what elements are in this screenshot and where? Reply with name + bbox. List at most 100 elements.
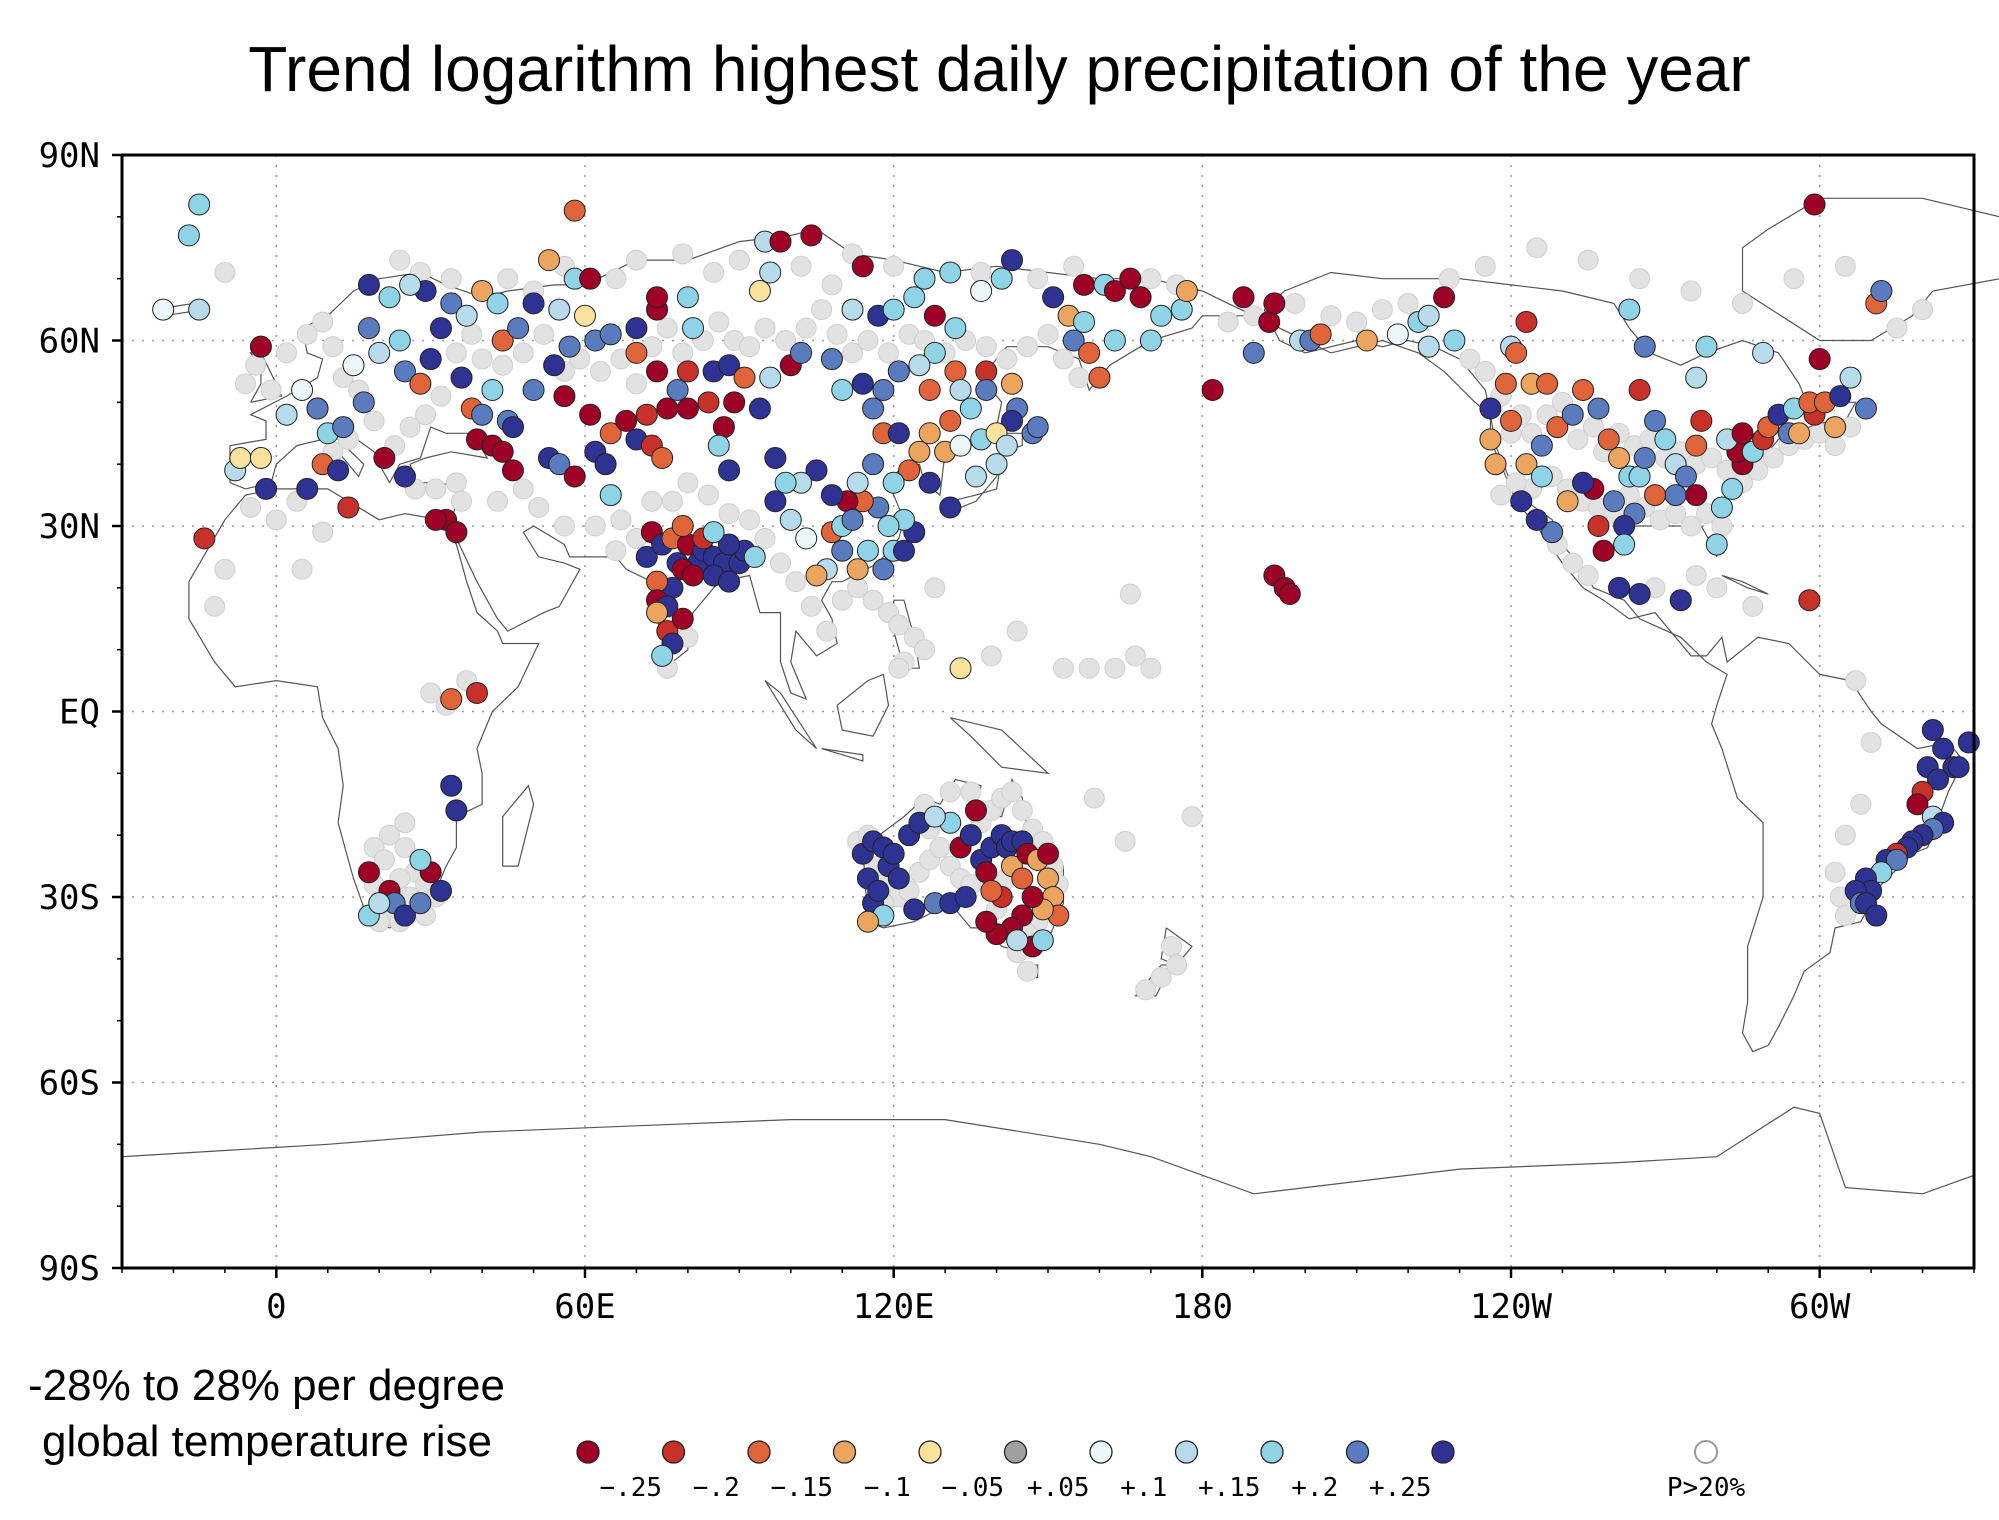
x-tick-label-0: 0 xyxy=(266,1287,286,1327)
station-marker-168 xyxy=(985,453,1008,476)
station-insignificant-85 xyxy=(1680,280,1702,302)
station-marker-209 xyxy=(1500,409,1522,432)
legend-label-6: +.1 xyxy=(1120,1473,1167,1503)
station-insignificant-15 xyxy=(415,404,437,426)
map-title: Trend logarithm highest daily precipitat… xyxy=(248,33,1751,105)
station-insignificant-78 xyxy=(1371,299,1393,321)
station-marker-373 xyxy=(975,910,998,933)
station-marker-387 xyxy=(1906,793,1929,816)
station-marker-277 xyxy=(1798,589,1821,612)
y-tick-label-2: 30N xyxy=(39,507,100,547)
station-marker-266 xyxy=(1829,385,1852,408)
station-insignificant-16 xyxy=(430,385,452,407)
station-marker-44 xyxy=(625,317,648,340)
station-marker-216 xyxy=(1572,378,1595,401)
station-insignificant-62 xyxy=(703,261,725,283)
station-marker-182 xyxy=(1062,329,1085,352)
station-marker-14 xyxy=(291,378,314,401)
station-marker-146 xyxy=(846,558,869,581)
station-marker-408 xyxy=(255,477,278,500)
station-marker-53 xyxy=(501,459,524,482)
station-marker-40 xyxy=(574,304,596,327)
station-marker-187 xyxy=(1170,298,1193,321)
station-insignificant-89 xyxy=(1886,317,1908,339)
station-marker-141 xyxy=(764,490,787,513)
station-insignificant-50 xyxy=(1037,323,1059,345)
station-insignificant-180 xyxy=(888,614,910,636)
station-marker-19 xyxy=(368,341,391,364)
station-marker-87 xyxy=(723,391,746,414)
legend-label-1: −.2 xyxy=(693,1473,740,1503)
station-insignificant-168 xyxy=(697,484,719,506)
station-marker-64 xyxy=(594,453,617,476)
station-marker-190 xyxy=(1242,341,1265,364)
station-insignificant-146 xyxy=(1834,905,1856,927)
station-marker-226 xyxy=(1674,465,1697,488)
station-marker-145 xyxy=(831,539,854,562)
station-insignificant-171 xyxy=(754,527,776,549)
station-marker-237 xyxy=(1541,521,1564,544)
station-marker-196 xyxy=(1309,323,1332,346)
station-insignificant-108 xyxy=(1701,447,1723,469)
station-marker-229 xyxy=(1664,484,1687,507)
station-insignificant-48 xyxy=(996,348,1018,370)
legend-swatch-6 xyxy=(1089,1440,1113,1464)
station-insignificant-83 xyxy=(1577,249,1599,271)
station-marker-244 xyxy=(1592,539,1615,562)
station-marker-198 xyxy=(1386,323,1409,346)
station-insignificant-253 xyxy=(1181,806,1203,828)
station-insignificant-38 xyxy=(811,299,833,321)
station-insignificant-191 xyxy=(1140,657,1162,679)
station-insignificant-32 xyxy=(708,311,730,333)
station-marker-268 xyxy=(1839,366,1862,389)
station-insignificant-204 xyxy=(394,837,416,859)
station-marker-217 xyxy=(1587,397,1610,420)
station-insignificant-169 xyxy=(718,503,740,525)
station-marker-39 xyxy=(563,199,586,222)
station-insignificant-67 xyxy=(883,255,905,277)
station-insignificant-75 xyxy=(1284,292,1306,314)
station-marker-43 xyxy=(599,323,622,346)
station-insignificant-30 xyxy=(672,342,694,364)
station-insignificant-19 xyxy=(471,348,493,370)
station-marker-287 xyxy=(440,774,463,797)
station-insignificant-55 xyxy=(440,268,462,290)
station-marker-65 xyxy=(599,484,622,507)
station-marker-13 xyxy=(275,403,298,426)
station-marker-365 xyxy=(1037,867,1059,890)
station-marker-186 xyxy=(1150,304,1173,327)
station-marker-119 xyxy=(887,360,910,383)
station-marker-276 xyxy=(1685,484,1708,507)
station-marker-269 xyxy=(1854,397,1877,420)
station-insignificant-29 xyxy=(656,317,678,339)
station-marker-330 xyxy=(671,515,694,537)
station-marker-123 xyxy=(820,348,843,371)
station-marker-239 xyxy=(1510,490,1533,513)
station-insignificant-7 xyxy=(322,336,344,358)
station-marker-95 xyxy=(748,280,771,303)
station-marker-197 xyxy=(1355,329,1378,352)
station-marker-148 xyxy=(872,558,895,581)
station-insignificant-240 xyxy=(1016,960,1038,982)
station-insignificant-156 xyxy=(451,490,473,512)
station-marker-143 xyxy=(795,527,818,550)
station-marker-228 xyxy=(1690,409,1713,432)
legend-swatch-10 xyxy=(1431,1440,1455,1464)
legend-swatch-3 xyxy=(832,1440,857,1464)
station-marker-74 xyxy=(676,397,699,420)
station-marker-166 xyxy=(995,434,1018,457)
station-insignificant-173 xyxy=(785,571,807,593)
legend-label-9: +.25 xyxy=(1369,1473,1432,1503)
station-insignificant-39 xyxy=(826,323,848,345)
coastline-1 xyxy=(502,784,535,867)
coastline-5 xyxy=(764,680,818,750)
station-insignificant-68 xyxy=(970,261,992,283)
station-marker-170 xyxy=(990,267,1013,290)
station-insignificant-73 xyxy=(1217,311,1239,333)
station-marker-280 xyxy=(1633,335,1656,358)
station-marker-71 xyxy=(656,397,679,420)
station-marker-62 xyxy=(579,403,602,426)
station-marker-188 xyxy=(1175,280,1198,303)
station-marker-122 xyxy=(831,378,854,401)
station-marker-142 xyxy=(779,508,802,531)
